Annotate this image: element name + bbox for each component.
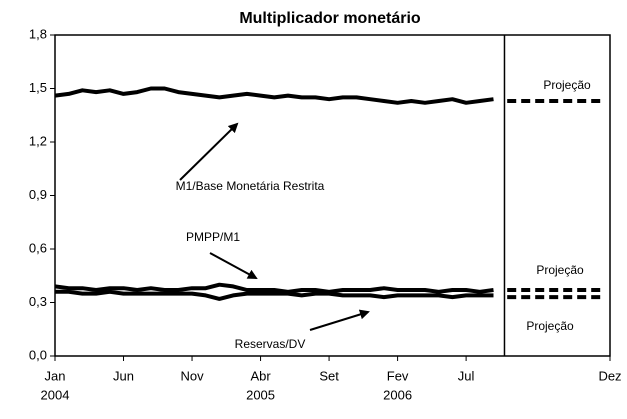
y-tick-label: 1,8 (29, 26, 47, 41)
x-tick-label: Dez (598, 368, 621, 383)
x-tick-label: Nov (180, 368, 204, 383)
y-tick-label: 1,2 (29, 133, 47, 148)
x-tick-year: 2005 (246, 387, 275, 402)
series-annotation: Reservas/DV (235, 337, 306, 351)
x-tick-label: Fev (387, 368, 409, 383)
x-tick-year: 2004 (41, 387, 70, 402)
plot-frame (54, 34, 611, 357)
x-tick-year: 2006 (383, 387, 412, 402)
y-tick-label: 0,9 (29, 187, 47, 202)
x-tick-label: Set (319, 368, 339, 383)
x-tick-label: Abr (250, 368, 271, 383)
y-tick-label: 0,0 (29, 347, 47, 362)
y-tick-label: 0,3 (29, 294, 47, 309)
projection-annotation: Projeção (543, 78, 591, 92)
arrow (179, 122, 239, 181)
x-tick-label: Jan (45, 368, 66, 383)
projection-annotation: Projeção (526, 319, 574, 333)
projection-annotation: Projeção (536, 263, 584, 277)
series-annotation: PMPP/M1 (186, 230, 240, 244)
x-tick-label: Jul (458, 368, 475, 383)
x-tick-label: Jun (113, 368, 134, 383)
series-line (54, 282, 494, 294)
y-tick-label: 1,5 (29, 80, 47, 95)
series-line (54, 86, 494, 105)
chart-title: Multiplicador monetário (239, 10, 421, 27)
series-line (55, 289, 494, 301)
series-annotation: M1/Base Monetária Restrita (176, 179, 325, 193)
arrow (309, 309, 370, 331)
arrow (209, 252, 258, 279)
y-tick-label: 0,6 (29, 240, 47, 255)
